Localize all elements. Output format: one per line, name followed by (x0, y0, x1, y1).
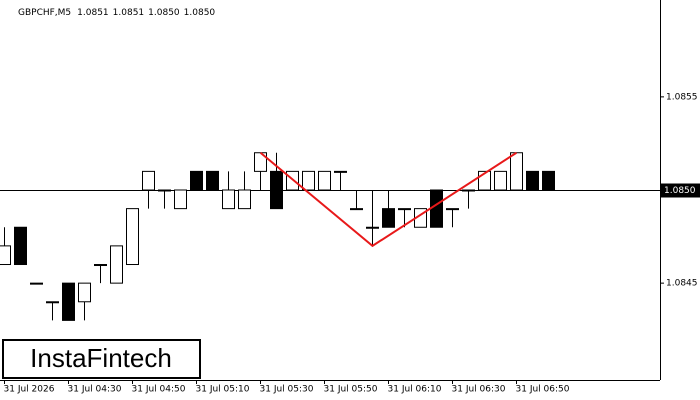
current-price-label: 1.0850 (664, 186, 696, 196)
header-value: 1.0851 (77, 8, 109, 18)
x-tick-label: 31 Jul 06:50 (516, 385, 570, 395)
candle-body (190, 170, 203, 191)
candle-body (350, 208, 363, 211)
candle-body (46, 301, 59, 304)
candle-body (238, 189, 251, 210)
candle-body (14, 226, 27, 266)
candle-body (494, 170, 507, 191)
y-tick-label: 1.0855 (666, 92, 698, 102)
x-tick-label: 31 Jul 06:30 (452, 385, 506, 395)
logo: InstaFintech (30, 343, 172, 373)
candle-body (382, 208, 395, 228)
header-value: 1.0850 (184, 8, 216, 18)
candle-body (302, 170, 315, 191)
candle-body (110, 245, 123, 284)
candle-body (366, 226, 379, 229)
x-tick-label: 31 Jul 04:30 (68, 385, 122, 395)
candle-body (206, 170, 219, 191)
header-value: 1.0850 (148, 8, 180, 18)
candle-body (526, 170, 539, 191)
x-tick-label: 31 Jul 04:50 (132, 385, 186, 395)
candle-body (94, 264, 107, 267)
candle-body (62, 282, 75, 321)
candle-body (174, 189, 187, 210)
candle-body (446, 208, 459, 211)
candle-body (30, 282, 43, 285)
x-tick-label: 31 Jul 2026 (4, 385, 55, 395)
candle-body (286, 170, 299, 191)
candle-body (334, 170, 347, 173)
header-value: 1.0851 (113, 8, 145, 18)
candle-body (510, 152, 523, 191)
candle-body (430, 189, 443, 228)
x-tick-label: 31 Jul 05:10 (196, 385, 250, 395)
current-price-box (660, 183, 700, 198)
candle-body (158, 189, 171, 192)
pattern-line (259, 151, 518, 248)
candle-body (542, 170, 555, 191)
logo-box (2, 339, 201, 379)
candle-body (270, 170, 283, 210)
candle-body (318, 170, 331, 191)
candle-body (0, 245, 11, 266)
y-tick-label: 1.0845 (666, 279, 698, 289)
x-tick-label: 31 Jul 05:50 (324, 385, 378, 395)
symbol: GBPCHF,M5 (18, 8, 71, 18)
x-tick-label: 31 Jul 05:30 (260, 385, 314, 395)
candle-body (142, 170, 155, 191)
candle-body (78, 282, 91, 303)
candle-body (222, 189, 235, 210)
candle-body (398, 208, 411, 211)
candle-body (126, 208, 139, 266)
x-tick-label: 31 Jul 06:10 (388, 385, 442, 395)
chart-title: GBPCHF,M5 1.0851 1.0851 1.0850 1.0850 (18, 8, 215, 18)
candle-body (462, 189, 475, 192)
